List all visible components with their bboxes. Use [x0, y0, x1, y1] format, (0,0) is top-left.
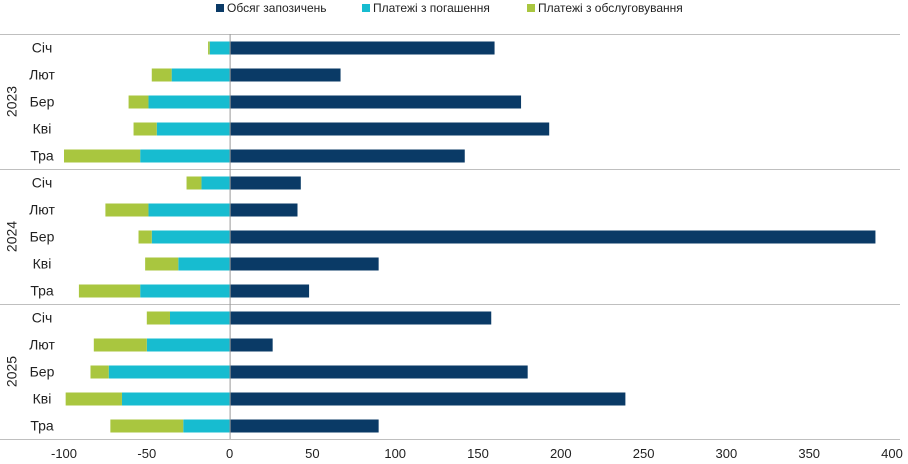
category-label-2025-1: Лют: [29, 337, 55, 353]
x-tick-label-9: 350: [798, 446, 820, 461]
year-label-2025: 2025: [4, 356, 20, 387]
bar-2025-3-series-1: [121, 392, 230, 406]
x-tick-label-8: 300: [716, 446, 738, 461]
bar-2023-1-series-2: [151, 68, 172, 82]
category-label-2023-3: Кві: [33, 121, 52, 137]
bar-2025-1-series-1: [146, 338, 230, 352]
bar-2025-0-series-1: [169, 311, 230, 325]
bar-2024-3-series-1: [178, 257, 230, 271]
bar-2024-1-series-1: [148, 203, 230, 217]
bar-2025-2-series-1: [108, 365, 230, 379]
bar-2023-1-series-0: [229, 68, 341, 82]
bar-2023-1-series-1: [171, 68, 230, 82]
bar-2024-1-series-2: [105, 203, 149, 217]
bar-2024-2-series-0: [229, 230, 876, 244]
legend: Обсяг запозичень Платежі з погашення Плате…: [216, 1, 683, 15]
x-tick-label-2: 0: [226, 446, 233, 461]
category-label-2025-0: Січ: [32, 310, 53, 326]
category-label-2024-1: Лют: [29, 202, 55, 218]
category-label-2025-2: Бер: [30, 364, 55, 380]
bar-2024-4-series-2: [78, 284, 141, 298]
category-label-2024-2: Бер: [30, 229, 55, 245]
legend-label-2: Платежі з обслуговування: [538, 1, 683, 15]
year-label-2023: 2023: [4, 86, 20, 117]
bar-2025-3-series-0: [229, 392, 626, 406]
x-axis: -100 -50 0 50 100 150 200 250 300 350 400: [51, 446, 903, 461]
bar-2024-4-series-1: [140, 284, 230, 298]
bar-2024-4-series-0: [229, 284, 310, 298]
category-label-2024-3: Кві: [33, 256, 52, 272]
bar-2024-3-series-0: [229, 257, 379, 271]
bar-2023-3-series-1: [156, 122, 230, 136]
legend-swatch-1: [362, 4, 370, 12]
bar-2023-4-series-2: [64, 149, 141, 163]
x-tick-label-10: 400: [881, 446, 903, 461]
bar-2024-2-series-2: [138, 230, 152, 244]
bar-2023-3-series-0: [229, 122, 550, 136]
category-label-2023-4: Тра: [30, 148, 54, 164]
legend-swatch-0: [216, 4, 224, 12]
bar-2024-0-series-0: [229, 176, 301, 190]
x-tick-label-6: 200: [550, 446, 572, 461]
bar-2023-0-series-1: [209, 41, 230, 55]
bar-2025-2-series-2: [90, 365, 109, 379]
category-label-2024-4: Тра: [30, 283, 54, 299]
bars: [64, 34, 876, 439]
category-label-2023-0: Січ: [32, 40, 53, 56]
category-label-2025-3: Кві: [33, 391, 52, 407]
category-label-2024-0: Січ: [32, 175, 53, 191]
bar-2023-2-series-2: [128, 95, 149, 109]
bar-2025-4-series-1: [183, 419, 230, 433]
x-tick-label-3: 50: [305, 446, 319, 461]
bar-2024-2-series-1: [151, 230, 230, 244]
legend-label-1: Платежі з погашення: [373, 1, 490, 15]
bar-2025-2-series-0: [229, 365, 528, 379]
bar-2023-0-series-0: [229, 41, 495, 55]
bar-2024-1-series-0: [229, 203, 298, 217]
bar-2025-4-series-0: [229, 419, 379, 433]
bar-2025-1-series-2: [93, 338, 147, 352]
bar-2023-3-series-2: [133, 122, 157, 136]
category-label-2023-2: Бер: [30, 94, 55, 110]
year-label-2024: 2024: [4, 221, 20, 252]
bar-2025-4-series-2: [110, 419, 184, 433]
x-tick-label-4: 100: [384, 446, 406, 461]
bar-2025-3-series-2: [65, 392, 122, 406]
x-tick-label-1: -50: [137, 446, 156, 461]
category-label-2023-1: Лют: [29, 67, 55, 83]
group-separators: [0, 34, 900, 440]
bar-2024-3-series-2: [145, 257, 179, 271]
category-label-2025-4: Тра: [30, 418, 54, 434]
x-tick-label-0: -100: [51, 446, 77, 461]
bar-2025-0-series-2: [146, 311, 170, 325]
legend-label-0: Обсяг запозичень: [227, 1, 327, 15]
x-tick-label-5: 150: [467, 446, 489, 461]
bar-2025-0-series-0: [229, 311, 492, 325]
bar-2023-2-series-1: [148, 95, 230, 109]
y-axis-labels: Січ Лют Бер Кві Тра 2023 Січ Лют Бер Кві Тра 2024 Сі…: [4, 40, 56, 434]
bar-2023-2-series-0: [229, 95, 522, 109]
bar-2023-0-series-2: [208, 41, 210, 55]
x-tick-label-7: 250: [633, 446, 655, 461]
bar-2024-0-series-2: [186, 176, 202, 190]
legend-swatch-2: [527, 4, 535, 12]
bar-2023-4-series-0: [229, 149, 465, 163]
bar-2024-0-series-1: [201, 176, 230, 190]
bar-2025-1-series-0: [229, 338, 273, 352]
bar-2023-4-series-1: [140, 149, 230, 163]
